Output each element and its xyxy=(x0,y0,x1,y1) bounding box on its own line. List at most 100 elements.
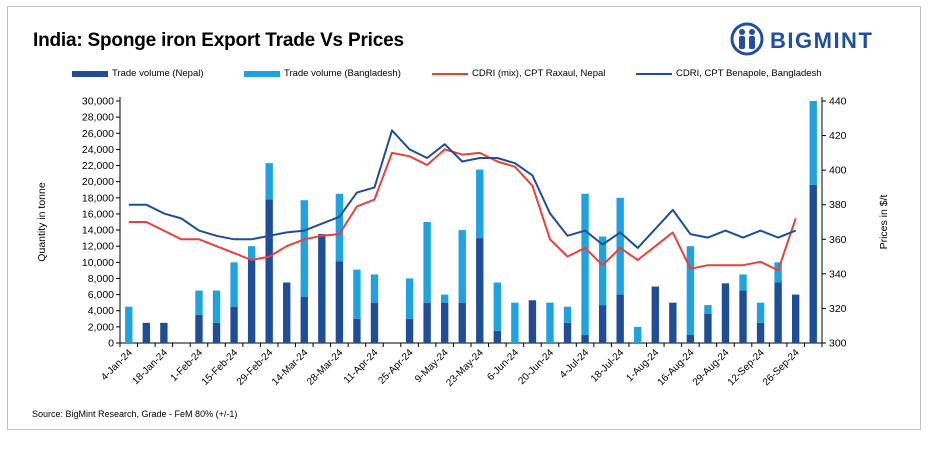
bar-bangladesh xyxy=(774,262,782,283)
y-tick-label: 12,000 xyxy=(82,241,114,253)
bar-bangladesh xyxy=(511,302,519,343)
y-tick-label: 6,000 xyxy=(88,289,114,301)
bar-nepal xyxy=(423,302,431,343)
bar-bangladesh xyxy=(476,169,484,239)
bar-nepal xyxy=(300,297,308,343)
legend-label: Trade volume (Bangladesh) xyxy=(284,68,401,79)
x-tick-label: 12-Sep-24 xyxy=(726,347,767,388)
x-tick-label: 25-Apr-24 xyxy=(376,347,416,387)
bar-bangladesh xyxy=(686,246,695,335)
bar-bangladesh xyxy=(616,197,624,295)
y2-tick-label: 360 xyxy=(829,234,847,246)
bar-nepal xyxy=(335,261,344,343)
y-tick-label: 10,000 xyxy=(82,257,114,269)
bar-nepal xyxy=(528,300,537,343)
y-tick-label: 16,000 xyxy=(82,208,114,220)
y-axis-title: Quantity in tonne xyxy=(36,182,48,262)
bar-nepal xyxy=(809,184,817,343)
bar-nepal xyxy=(440,302,449,343)
y-tick-label: 24,000 xyxy=(82,144,114,156)
legend-swatch xyxy=(432,73,468,75)
bar-nepal xyxy=(739,290,747,343)
y2-axis-title: Prices in $/t xyxy=(878,194,890,249)
x-tick-label: 23-May-24 xyxy=(444,347,486,389)
y2-tick-label: 440 xyxy=(829,96,847,108)
legend-label: CDRI (mix), CPT Raxaul, Nepal xyxy=(472,68,606,79)
bar-bangladesh xyxy=(704,305,712,314)
legend: Trade volume (Nepal) Trade volume (Bangl… xyxy=(0,68,932,84)
bar-bangladesh xyxy=(458,230,466,303)
bar-bangladesh xyxy=(756,302,765,323)
y2-tick-label: 380 xyxy=(829,199,847,211)
bar-nepal xyxy=(195,314,203,343)
x-tick-label: 6-Jun-24 xyxy=(485,347,521,383)
axes-group xyxy=(116,97,826,347)
x-tick-label: 14-Mar-24 xyxy=(270,347,311,388)
bar-nepal xyxy=(405,318,414,343)
bar-bangladesh xyxy=(581,193,589,335)
x-tick-label: 15-Feb-24 xyxy=(200,347,241,388)
y-tick-label: 18,000 xyxy=(82,192,114,204)
bar-nepal xyxy=(160,322,168,343)
x-tick-label: 18-Jan-24 xyxy=(130,347,170,387)
y-tick-label: 0 xyxy=(108,338,114,350)
bar-nepal xyxy=(756,322,765,343)
bar-bangladesh xyxy=(370,274,379,303)
bar-bangladesh xyxy=(125,306,133,343)
bar-nepal xyxy=(247,258,256,343)
bigmint-logo-icon xyxy=(730,22,764,56)
bar-nepal xyxy=(476,238,484,343)
bar-bangladesh xyxy=(212,290,221,323)
bar-bangladesh xyxy=(335,193,344,262)
bar-nepal xyxy=(283,282,291,343)
bar-nepal xyxy=(598,305,607,343)
x-tick-label: 20-Jun-24 xyxy=(516,347,556,387)
bar-nepal xyxy=(791,294,800,343)
x-tick-label: 18-Jul-24 xyxy=(589,347,627,385)
x-tick-label: 1-Feb-24 xyxy=(169,347,206,384)
bar-nepal xyxy=(142,322,151,343)
x-tick-label: 11-Apr-24 xyxy=(342,347,381,386)
y-tick-label: 14,000 xyxy=(82,225,114,237)
bar-bangladesh xyxy=(230,262,238,307)
bar-bangladesh xyxy=(493,282,502,331)
bar-nepal xyxy=(774,282,782,343)
bar-nepal xyxy=(265,199,273,343)
y-tick-label: 26,000 xyxy=(82,128,114,140)
chart-title: India: Sponge iron Export Trade Vs Price… xyxy=(33,30,404,51)
y-tick-label: 20,000 xyxy=(82,176,114,188)
bar-bangladesh xyxy=(563,306,572,323)
bar-bangladesh xyxy=(195,290,203,315)
bar-bangladesh xyxy=(809,101,817,185)
bar-bangladesh xyxy=(423,222,431,303)
bar-nepal xyxy=(651,286,659,343)
bar-bangladesh xyxy=(546,302,554,343)
line-raxaul-nepal xyxy=(128,148,797,272)
bar-bangladesh xyxy=(634,326,642,343)
chart-frame xyxy=(7,6,921,430)
y-tick-label: 30,000 xyxy=(82,96,114,108)
bar-nepal xyxy=(353,318,361,343)
bar-nepal xyxy=(563,322,572,343)
bar-bangladesh xyxy=(405,278,414,319)
bar-nepal xyxy=(212,322,221,343)
legend-swatch xyxy=(636,73,672,75)
y2-tick-label: 420 xyxy=(829,130,847,142)
x-tick-label: 16-Aug-24 xyxy=(656,347,697,388)
legend-label: Trade volume (Nepal) xyxy=(112,68,204,79)
bar-nepal xyxy=(669,302,677,343)
y-tick-label: 8,000 xyxy=(88,273,114,285)
bar-bangladesh xyxy=(440,294,449,303)
legend-swatch xyxy=(244,71,280,77)
line-benapole-bangladesh xyxy=(128,129,797,249)
bigmint-logo: BIGMINT xyxy=(730,22,900,56)
source-note: Source: BigMint Research, Grade - FeM 80… xyxy=(32,409,238,419)
bar-nepal xyxy=(493,330,502,343)
bar-nepal xyxy=(370,302,379,343)
bar-nepal xyxy=(581,334,589,343)
y-tick-label: 4,000 xyxy=(88,305,114,317)
bar-nepal xyxy=(704,313,712,343)
legend-swatch xyxy=(72,71,108,77)
bar-nepal xyxy=(458,302,466,343)
